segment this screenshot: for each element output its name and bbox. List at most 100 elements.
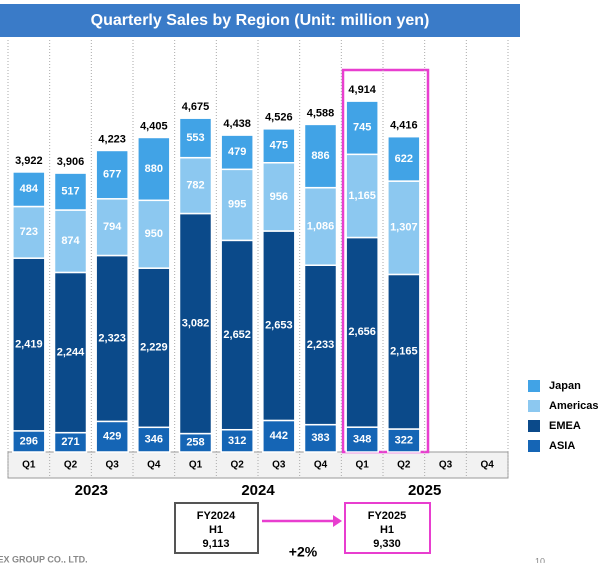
data-label: 1,307 xyxy=(390,222,418,234)
bar-segment xyxy=(12,257,46,432)
bar-segment xyxy=(12,171,46,208)
data-label: 383 xyxy=(311,432,329,444)
highlight-box xyxy=(341,68,430,454)
data-label: 745 xyxy=(353,122,371,134)
chart-title: Quarterly Sales by Region (Unit: million… xyxy=(91,12,430,29)
data-label: 995 xyxy=(228,199,246,211)
footer-company: TEX GROUP CO., LTD. xyxy=(0,554,88,563)
title-bar xyxy=(0,4,520,37)
bar-segment xyxy=(387,273,421,430)
data-label: 271 xyxy=(61,436,79,448)
fy2025-box xyxy=(344,502,431,554)
bar-segment xyxy=(178,117,213,159)
bar-segment xyxy=(95,420,129,453)
data-label: 442 xyxy=(270,430,288,442)
data-label: 484 xyxy=(20,183,39,195)
data-label: 677 xyxy=(103,169,121,181)
legend-label: ASIA xyxy=(549,440,575,452)
year-label: 2023 xyxy=(75,482,108,499)
total-label: 4,223 xyxy=(98,133,126,145)
data-label: 2,323 xyxy=(98,332,126,344)
total-label: 3,906 xyxy=(57,156,85,168)
data-label: 723 xyxy=(20,226,38,238)
data-label: 2,229 xyxy=(140,342,168,354)
bar-segment xyxy=(345,153,379,239)
legend-label: Americas xyxy=(549,400,599,412)
arrow-head xyxy=(333,515,342,527)
legend-label: Japan xyxy=(549,380,581,392)
page-number: 10 xyxy=(535,556,545,563)
x-tick-label: Q3 xyxy=(272,460,286,471)
bar-segment xyxy=(220,239,254,431)
x-tick-label: Q4 xyxy=(314,460,328,471)
data-label: 346 xyxy=(145,434,163,446)
x-tick-label: Q2 xyxy=(230,460,244,471)
data-label: 312 xyxy=(228,435,246,447)
data-label: 2,656 xyxy=(348,326,376,338)
box-value: 9,113 xyxy=(203,538,230,550)
fy2024-box xyxy=(174,502,259,554)
data-label: 1,165 xyxy=(348,190,376,202)
change: +2% xyxy=(289,544,318,560)
data-label: 2,165 xyxy=(390,346,418,358)
year-label: 2024 xyxy=(241,482,275,499)
box-label: FY2025 xyxy=(368,510,407,522)
bar-segment xyxy=(95,198,129,257)
total-label: 4,416 xyxy=(390,120,418,132)
legend-swatch xyxy=(528,380,540,392)
total-label: 4,438 xyxy=(223,118,251,130)
bar-segment xyxy=(53,209,88,274)
x-tick-label: Q1 xyxy=(355,460,369,471)
data-label: 479 xyxy=(228,146,246,158)
bar-segment xyxy=(303,423,338,453)
total-label: 3,922 xyxy=(15,155,43,167)
year-label: 2025 xyxy=(408,482,441,499)
x-tick-label: Q3 xyxy=(105,460,119,471)
x-tick-label: Q4 xyxy=(480,460,494,471)
bar-segment xyxy=(262,419,296,453)
data-label: 258 xyxy=(186,437,204,449)
bar-segment xyxy=(137,267,171,429)
bar-segment xyxy=(137,199,171,269)
data-label: 950 xyxy=(145,228,163,240)
total-label: 4,588 xyxy=(307,107,335,119)
bar-segment xyxy=(220,134,254,171)
bar-segment xyxy=(262,128,296,164)
data-label: 475 xyxy=(270,140,288,152)
legend-label: EMEA xyxy=(549,420,581,432)
x-tick-label: Q2 xyxy=(64,460,78,471)
total-label: 4,405 xyxy=(140,120,168,132)
bar-segment xyxy=(303,186,338,266)
data-label: 2,419 xyxy=(15,338,43,350)
legend-swatch xyxy=(528,420,540,432)
bar-segment xyxy=(53,172,88,211)
bar-segment xyxy=(95,254,129,423)
x-tick-label: Q1 xyxy=(189,460,203,471)
box-period: H1 xyxy=(380,524,394,536)
x-tick-label: Q1 xyxy=(22,460,36,471)
box-label: FY2024 xyxy=(197,510,236,522)
data-label: 956 xyxy=(270,191,288,203)
data-label: 348 xyxy=(353,433,371,445)
data-label: 3,082 xyxy=(182,317,210,329)
legend-swatch xyxy=(528,400,540,412)
data-label: 1,086 xyxy=(307,220,335,232)
bar-segment xyxy=(53,271,88,434)
bar-segment xyxy=(137,426,171,453)
data-label: 2,652 xyxy=(223,329,251,341)
data-label: 874 xyxy=(61,235,80,247)
box-value: 9,330 xyxy=(373,538,401,550)
total-label: 4,914 xyxy=(348,84,376,96)
data-label: 2,233 xyxy=(307,339,335,351)
data-label: 794 xyxy=(103,221,122,233)
bar-segment xyxy=(387,135,421,182)
data-label: 553 xyxy=(186,132,204,144)
bar-segment xyxy=(137,136,171,202)
bar-segment xyxy=(345,426,379,453)
x-tick-label: Q3 xyxy=(439,460,453,471)
data-label: 880 xyxy=(145,163,163,175)
category-row xyxy=(7,451,509,479)
data-label: 622 xyxy=(395,153,413,165)
total-label: 4,526 xyxy=(265,112,293,124)
